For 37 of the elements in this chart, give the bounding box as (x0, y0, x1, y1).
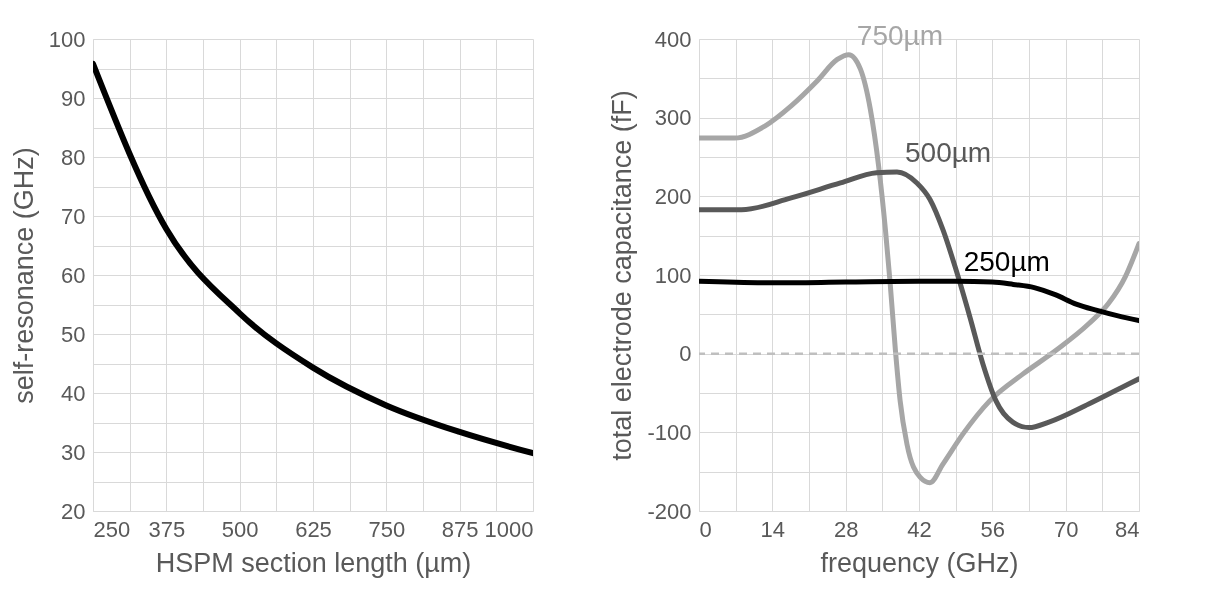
x-tick-label: 84 (1115, 516, 1140, 542)
y-tick-label: -100 (647, 419, 692, 445)
y-tick-label: 100 (48, 26, 86, 52)
y-tick-label: 20 (61, 498, 86, 524)
y-tick-label: 100 (654, 262, 692, 288)
x-axis-title: frequency (GHz) (820, 547, 1019, 578)
y-tick-label: 60 (61, 262, 86, 288)
y-tick-label: -200 (647, 498, 692, 524)
x-tick-label: 375 (148, 516, 186, 542)
y-tick-label: 50 (61, 321, 86, 347)
y-tick-label: 40 (61, 380, 86, 406)
y-tick-label: 30 (61, 439, 86, 465)
x-axis-title: HSPM section length (µm) (155, 547, 472, 578)
x-tick-label: 500 (221, 516, 259, 542)
y-tick-label: 300 (654, 105, 692, 131)
series-label: 750µm (856, 19, 943, 51)
x-tick-label: 750 (368, 516, 406, 542)
series-label: 500µm (905, 136, 992, 168)
x-tick-label: 14 (760, 516, 786, 542)
y-tick-label: 0 (679, 341, 692, 367)
x-tick-label: 0 (699, 516, 712, 542)
x-tick-label: 28 (833, 516, 859, 542)
x-tick-label: 56 (980, 516, 1006, 542)
x-tick-label: 1000 (484, 516, 534, 542)
x-tick-label: 70 (1053, 516, 1079, 542)
y-tick-label: 80 (61, 144, 86, 170)
series-label: 250µm (963, 246, 1050, 278)
y-axis-title: self-resonance (GHz) (8, 147, 39, 404)
y-tick-label: 90 (61, 85, 86, 111)
x-tick-label: 875 (441, 516, 479, 542)
y-tick-label: 70 (61, 203, 86, 229)
x-tick-label: 250 (93, 516, 131, 542)
x-tick-label: 625 (295, 516, 332, 542)
y-tick-label: 400 (654, 26, 692, 52)
y-axis-title: total electrode capacitance (fF) (607, 90, 638, 461)
y-tick-label: 200 (654, 183, 692, 209)
x-tick-label: 42 (907, 516, 932, 542)
